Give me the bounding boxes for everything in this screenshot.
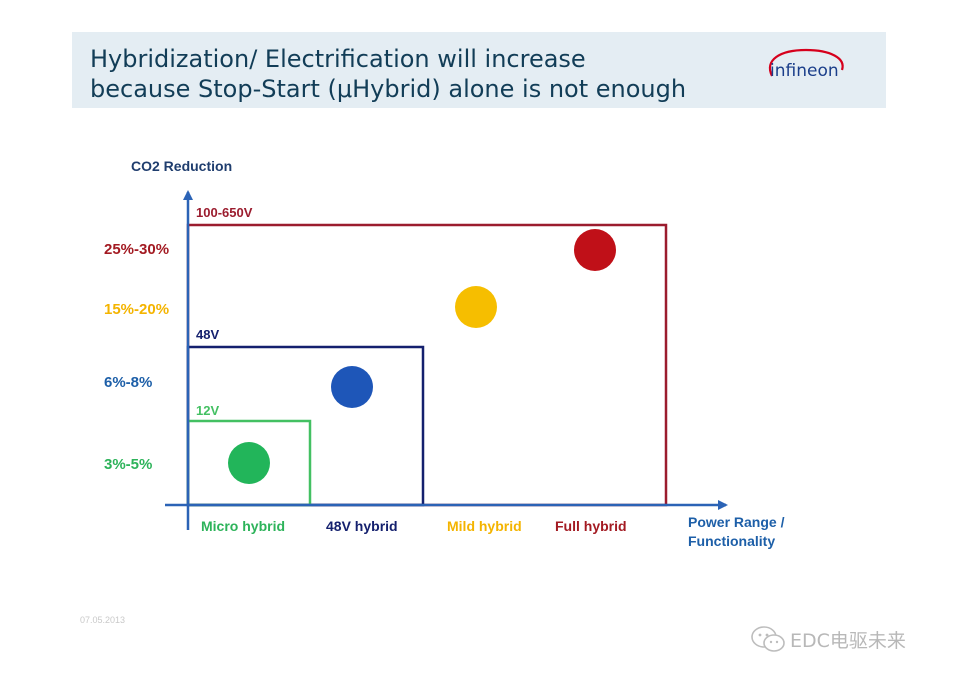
- box-label-12v: 12V: [196, 403, 219, 418]
- wechat-icon: [751, 626, 785, 652]
- box-label-100-650v: 100-650V: [196, 205, 253, 220]
- infineon-logo: infineon: [768, 48, 844, 81]
- level-label-25-30: 25%-30%: [104, 241, 169, 258]
- category-label-micro: Micro hybrid: [201, 518, 285, 534]
- category-label-full: Full hybrid: [555, 518, 627, 534]
- category-label-mild: Mild hybrid: [447, 518, 522, 534]
- box-label-48v: 48V: [196, 327, 219, 342]
- dot-mild-hybrid: [455, 286, 497, 328]
- y-axis-label: CO2 Reduction: [131, 158, 232, 174]
- x-axis-label-line1: Power Range /: [688, 514, 785, 530]
- box-48v: [186, 345, 425, 507]
- level-label-15-20: 15%-20%: [104, 301, 169, 318]
- category-label-48v: 48V hybrid: [326, 518, 398, 534]
- level-label-6-8: 6%-8%: [104, 374, 152, 391]
- x-axis-label-line2: Functionality: [688, 533, 775, 549]
- logo-swoosh: [768, 48, 844, 77]
- watermark-text: EDC电驱未来: [790, 630, 906, 652]
- dot-micro-hybrid: [228, 442, 270, 484]
- slide-title-line1: Hybridization/ Electrification will incr…: [90, 45, 586, 73]
- watermark: EDC电驱未来: [748, 622, 948, 656]
- dot-full-hybrid: [574, 229, 616, 271]
- slide-title-line2: because Stop-Start (μHybrid) alone is no…: [90, 75, 687, 103]
- title-band: Hybridization/ Electrification will incr…: [72, 32, 886, 108]
- logo-text: infineon: [770, 61, 839, 81]
- slide-title: Hybridization/ Electrification will incr…: [90, 44, 686, 104]
- level-label-3-5: 3%-5%: [104, 456, 152, 473]
- dot-48v-hybrid: [331, 366, 373, 408]
- slide-date: 07.05.2013: [80, 615, 126, 625]
